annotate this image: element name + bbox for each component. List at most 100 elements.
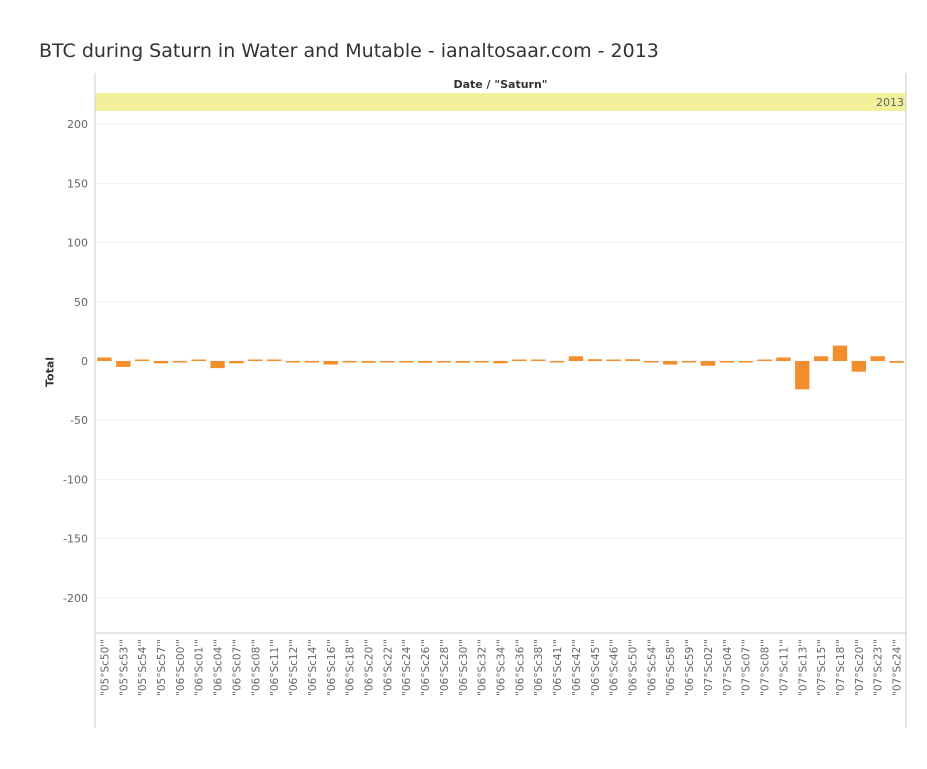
x-tick-label: "06°Sc26'" <box>420 639 432 696</box>
bar <box>493 361 508 364</box>
bar <box>512 359 527 361</box>
bar <box>681 361 697 363</box>
x-tick-label: "06°Sc28'" <box>439 639 451 696</box>
x-tick-label: "06°Sc14'" <box>307 639 319 696</box>
x-tick-label: "05°Sc57'" <box>156 639 168 696</box>
bar <box>380 361 395 363</box>
bar <box>361 361 376 363</box>
bar <box>889 361 904 363</box>
bar <box>531 359 546 361</box>
x-tick-label: "05°Sc50'" <box>99 639 111 696</box>
x-tick-label: "06°Sc30'" <box>458 639 470 696</box>
bar <box>116 361 131 367</box>
bar <box>738 361 753 363</box>
x-tick-label: "06°Sc16'" <box>326 639 338 696</box>
y-tick-label: 100 <box>67 237 88 250</box>
x-tick-label: "05°Sc53'" <box>118 639 130 696</box>
bar <box>719 361 734 363</box>
bar <box>474 361 489 363</box>
x-tick-label: "06°Sc07'" <box>231 639 243 696</box>
bar <box>813 356 829 361</box>
y-tick-label: 0 <box>81 355 88 368</box>
x-tick-label: "07°Sc02'" <box>703 639 715 696</box>
bar <box>153 361 169 364</box>
x-tick-label: "07°Sc04'" <box>722 639 734 696</box>
bar <box>304 361 320 363</box>
bar <box>870 356 885 361</box>
x-tick-label: "06°Sc38'" <box>533 639 545 696</box>
y-tick-label: -200 <box>63 592 88 605</box>
panel-year-label: 2013 <box>876 96 904 109</box>
x-tick-label: "07°Sc13'" <box>797 639 809 696</box>
bar <box>606 359 621 361</box>
x-tick-label: "06°Sc46'" <box>609 639 621 696</box>
bar <box>455 361 470 363</box>
bar <box>851 361 867 372</box>
y-tick-label: 50 <box>74 296 88 309</box>
x-tick-label: "06°Sc59'" <box>684 639 696 696</box>
x-tick-label: "06°Sc36'" <box>514 639 526 696</box>
bar <box>342 361 357 363</box>
header-label: Date / "Saturn" <box>453 78 548 91</box>
bar <box>417 361 433 363</box>
x-tick-label: "07°Sc15'" <box>816 639 828 696</box>
bar <box>267 359 282 361</box>
bar <box>587 359 602 361</box>
x-tick-label: "06°Sc41'" <box>552 639 564 696</box>
x-tick-label: "06°Sc01'" <box>194 639 206 696</box>
bar <box>549 361 565 363</box>
x-tick-label: "07°Sc11'" <box>778 639 790 696</box>
bar <box>210 361 225 369</box>
bar <box>399 361 414 363</box>
x-tick-label: "06°Sc22'" <box>382 639 394 696</box>
y-tick-label: -150 <box>63 533 88 546</box>
bar <box>248 359 263 361</box>
bar <box>776 357 791 361</box>
panel-header-band: 2013 <box>95 93 906 111</box>
bar <box>757 359 772 361</box>
x-tick-label: "06°Sc54'" <box>646 639 658 696</box>
x-tick-label: "07°Sc07'" <box>741 639 753 696</box>
bar <box>134 359 150 361</box>
bar <box>191 359 206 361</box>
bar <box>625 359 640 361</box>
x-tick-label: "06°Sc12'" <box>288 639 300 696</box>
x-tick-label: "06°Sc34'" <box>496 639 508 696</box>
x-tick-label: "06°Sc11'" <box>269 639 281 696</box>
bar <box>229 361 244 364</box>
bar <box>568 356 584 361</box>
x-tick-label: "06°Sc24'" <box>401 639 413 696</box>
x-tick-label: "07°Sc23'" <box>873 639 885 696</box>
x-tick-label: "06°Sc50'" <box>628 639 640 696</box>
x-tick-label: "06°Sc42'" <box>571 639 583 696</box>
bar <box>644 361 659 363</box>
y-tick-label: 200 <box>67 118 88 131</box>
bar <box>285 361 301 363</box>
x-tick-label: "06°Sc00'" <box>175 639 187 696</box>
chart-title: BTC during Saturn in Water and Mutable -… <box>39 40 659 62</box>
x-tick-label: "06°Sc18'" <box>345 639 357 696</box>
y-tick-label: -100 <box>63 473 88 486</box>
x-tick-label: "06°Sc08'" <box>250 639 262 696</box>
bar <box>663 361 678 365</box>
bar <box>323 361 338 365</box>
bar <box>832 345 848 361</box>
x-tick-label: "06°Sc45'" <box>590 639 602 696</box>
x-tick-label: "06°Sc04'" <box>213 639 225 696</box>
x-tick-label: "05°Sc54'" <box>137 639 149 696</box>
y-tick-label: 150 <box>67 177 88 190</box>
x-tick-label: "07°Sc24'" <box>892 639 904 696</box>
bar <box>172 361 188 363</box>
x-tick-label: "06°Sc58'" <box>665 639 677 696</box>
y-tick-label: -50 <box>70 414 88 427</box>
x-tick-label: "06°Sc20'" <box>363 639 375 696</box>
bar <box>97 357 112 361</box>
bar <box>700 361 716 366</box>
bar <box>795 361 810 390</box>
x-tick-label: "07°Sc08'" <box>760 639 772 696</box>
x-tick-label: "07°Sc18'" <box>835 639 847 696</box>
bar <box>436 361 452 363</box>
x-tick-label: "06°Sc32'" <box>477 639 489 696</box>
x-tick-label: "07°Sc20'" <box>854 639 866 696</box>
